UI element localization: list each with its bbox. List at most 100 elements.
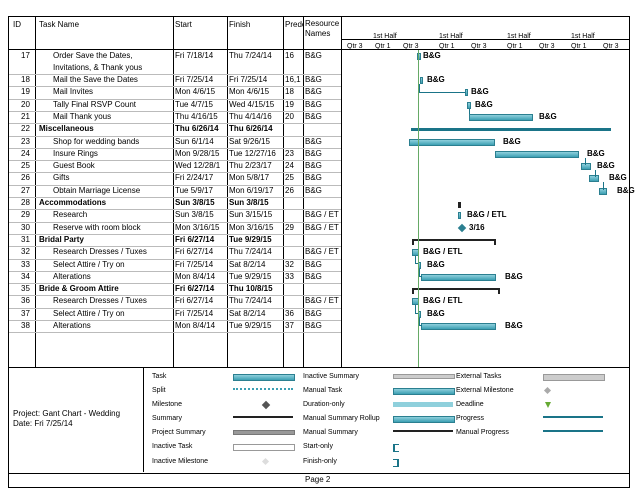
table-row[interactable]: 34 Alterations Mon 8/4/14 Tue 9/29/15 33 B&G bbox=[9, 271, 341, 283]
task-bar[interactable] bbox=[469, 113, 533, 121]
task-bar[interactable] bbox=[467, 101, 471, 109]
row-start: Mon 4/6/15 bbox=[175, 87, 216, 97]
summary-bar[interactable] bbox=[412, 288, 500, 295]
row-predecessors: 23 bbox=[285, 148, 294, 158]
row-divider bbox=[9, 123, 341, 125]
summary-bar[interactable] bbox=[412, 238, 496, 245]
task-bar[interactable] bbox=[409, 138, 495, 146]
row-start: Mon 3/16/15 bbox=[175, 222, 220, 232]
task-bar[interactable] bbox=[465, 89, 468, 97]
row-finish: Tue 9/29/15 bbox=[229, 321, 272, 330]
task-bar[interactable] bbox=[589, 175, 599, 183]
table-row[interactable]: 33 Select Attire / Try on Fri 7/25/14 Sat 8… bbox=[9, 259, 341, 271]
header-bottom bbox=[9, 49, 629, 50]
legend-label: Milestone bbox=[152, 401, 182, 408]
row-id: 38 bbox=[21, 321, 30, 330]
legend-label: External Milestone bbox=[456, 387, 514, 394]
row-finish: Mon 5/8/17 bbox=[229, 173, 270, 183]
row-divider bbox=[9, 270, 341, 272]
row-resource: B&G bbox=[305, 173, 322, 183]
table-row[interactable]: 30 Reserve with room block Mon 3/16/15 Mon … bbox=[9, 222, 341, 234]
table-row[interactable]: 18 Mail the Save the Dates Fri 7/25/14 Fri … bbox=[9, 74, 341, 86]
task-bar[interactable] bbox=[458, 212, 461, 220]
row-task-name: Order Save the Dates, Invitations, & Tha… bbox=[53, 51, 143, 72]
table-row[interactable]: 22 Miscellaneous Thu 6/26/14 Thu 6/26/14 bbox=[9, 123, 341, 135]
row-finish: Thu 2/23/17 bbox=[229, 161, 272, 171]
task-bar[interactable] bbox=[495, 150, 579, 158]
bar-label: B&G bbox=[427, 75, 445, 84]
row-start: Fri 7/25/14 bbox=[175, 308, 214, 318]
bar-label: 3/16 bbox=[469, 222, 485, 232]
row-task-name: Mail Invites bbox=[53, 87, 94, 97]
table-row[interactable]: 20 Tally Final RSVP Count Tue 4/7/15 Wed 4/… bbox=[9, 99, 341, 111]
table-row[interactable]: 25 Guest Book Wed 12/28/1 Thu 2/23/17 24 B&G bbox=[9, 160, 341, 172]
legend-swatch bbox=[233, 444, 295, 451]
column-divider bbox=[303, 17, 304, 367]
task-bar[interactable] bbox=[581, 163, 591, 171]
row-id: 28 bbox=[21, 198, 30, 207]
row-start: Fri 7/18/14 bbox=[175, 51, 214, 60]
table-row[interactable]: 32 Research Dresses / Tuxes Fri 6/27/14 Thu… bbox=[9, 246, 341, 258]
row-task-name: Gifts bbox=[53, 173, 70, 183]
row-task-name: Alterations bbox=[53, 321, 91, 330]
row-divider bbox=[9, 246, 341, 248]
table-row[interactable]: 38 Alterations Mon 8/4/14 Tue 9/29/15 37 B&G bbox=[9, 320, 341, 332]
dependency-arrow bbox=[419, 268, 422, 277]
table-row[interactable]: 37 Select Attire / Try on Fri 7/25/14 Sat 8… bbox=[9, 308, 341, 320]
row-id: 34 bbox=[21, 271, 30, 281]
row-finish: Sat 8/2/14 bbox=[229, 308, 266, 318]
table-row[interactable]: 36 Research Dresses / Tuxes Fri 6/27/14 Thu… bbox=[9, 295, 341, 307]
row-task-name: Bride & Groom Attire bbox=[39, 284, 119, 294]
row-task-name: Tally Final RSVP Count bbox=[53, 99, 136, 109]
table-row[interactable]: 31 Bridal Party Fri 6/27/14 Tue 9/29/15 bbox=[9, 234, 341, 246]
row-finish: Thu 7/24/14 bbox=[229, 247, 272, 257]
timescale-half: 1st Half bbox=[571, 33, 595, 40]
legend-label: Manual Progress bbox=[456, 429, 509, 436]
row-resource: B&G bbox=[305, 185, 322, 195]
table-row[interactable]: 27 Obtain Marriage License Tue 5/9/17 Mon 6… bbox=[9, 185, 341, 197]
timescale-quarter: Qtr 3 bbox=[403, 43, 419, 50]
bar-label: B&G bbox=[471, 87, 489, 97]
bar-label: B&G / ETL bbox=[423, 247, 463, 257]
table-row[interactable]: 26 Gifts Fri 2/24/17 Mon 5/8/17 25 B&G bbox=[9, 172, 341, 184]
row-divider bbox=[9, 184, 341, 186]
row-predecessors: 37 bbox=[285, 321, 294, 330]
bar-label: B&G bbox=[505, 321, 523, 330]
summary-bar[interactable] bbox=[411, 128, 611, 132]
row-start: Thu 6/26/14 bbox=[175, 124, 219, 134]
bar-label: B&G bbox=[609, 173, 627, 183]
task-bar[interactable] bbox=[421, 273, 496, 281]
column-divider bbox=[341, 17, 342, 367]
row-divider bbox=[9, 221, 341, 223]
task-bar[interactable] bbox=[417, 53, 421, 60]
table-row[interactable]: 35 Bride & Groom Attire Fri 6/27/14 Thu 10/… bbox=[9, 283, 341, 295]
legend-swatch bbox=[233, 430, 295, 435]
col-header-start: Start bbox=[175, 20, 192, 29]
table-row[interactable]: 19 Mail Invites Mon 4/6/15 Mon 4/6/15 18 B&G bbox=[9, 86, 341, 98]
row-predecessors: 29 bbox=[285, 222, 294, 232]
table-row[interactable]: 28 Accommodations Sun 3/8/15 Sun 3/8/15 bbox=[9, 197, 341, 209]
table-row[interactable]: 24 Insure Rings Mon 9/28/15 Tue 12/27/16 23 B… bbox=[9, 148, 341, 160]
row-id: 36 bbox=[21, 296, 30, 306]
row-id: 30 bbox=[21, 222, 30, 232]
row-divider bbox=[9, 86, 341, 88]
row-start: Mon 8/4/14 bbox=[175, 271, 216, 281]
row-divider bbox=[9, 147, 341, 149]
task-bar[interactable] bbox=[421, 323, 496, 330]
row-finish: Thu 7/24/14 bbox=[229, 296, 272, 306]
row-task-name: Obtain Marriage License bbox=[53, 185, 141, 195]
table-row[interactable]: 23 Shop for wedding bands Sun 6/1/14 Sat 9/… bbox=[9, 136, 341, 148]
row-start: Tue 5/9/17 bbox=[175, 185, 213, 195]
table-row[interactable]: 29 Research Sun 3/8/15 Sun 3/15/15 B&G / ET bbox=[9, 209, 341, 221]
row-start: Thu 4/16/15 bbox=[175, 111, 218, 121]
task-bar[interactable] bbox=[420, 77, 423, 84]
table-row[interactable]: 21 Mail Thank yous Thu 4/16/15 Thu 4/14/16 2… bbox=[9, 111, 341, 123]
table-row[interactable]: 17 Order Save the Dates, Invitations, & T… bbox=[9, 50, 341, 74]
row-finish: Tue 12/27/16 bbox=[229, 148, 276, 158]
timescale-half: 1st Half bbox=[373, 33, 397, 40]
col-header-pred: Predecessors bbox=[285, 20, 303, 29]
row-finish: Fri 7/25/14 bbox=[229, 75, 268, 84]
milestone-diamond[interactable] bbox=[457, 223, 467, 232]
legend-swatch bbox=[233, 374, 295, 381]
column-divider bbox=[283, 17, 284, 367]
